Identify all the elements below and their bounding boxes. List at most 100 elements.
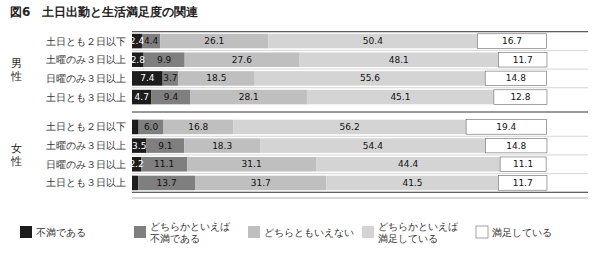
- bar-segment: [494, 90, 547, 105]
- data-label: 2.8: [131, 55, 146, 65]
- legend-swatch: [476, 226, 488, 238]
- data-label: 6.0: [144, 122, 159, 132]
- legend: 不満である どちらかといえば不満である どちらともいえない どちらかといえば満足してい…: [20, 221, 552, 244]
- data-label: 4.7: [135, 92, 149, 102]
- legend-swatch: [20, 226, 32, 238]
- bar-segment: [485, 71, 546, 86]
- top-border: [132, 31, 588, 32]
- legend-label: どちらかといえば不満である: [150, 221, 231, 244]
- y-tick-label: 土日とも３日以上: [46, 92, 126, 103]
- data-label: 11.7: [513, 55, 533, 65]
- data-label: 18.5: [206, 73, 226, 83]
- bar-segment: [132, 176, 138, 191]
- data-label: 3.7: [163, 73, 177, 83]
- data-label: 11.1: [513, 159, 533, 169]
- data-label: 13.7: [157, 178, 177, 188]
- legend-swatch: [248, 226, 260, 238]
- bar-segment: [500, 157, 546, 172]
- data-label: 31.1: [242, 159, 262, 169]
- bar-segment: [326, 176, 498, 191]
- row-separator: [132, 173, 588, 174]
- data-label: 28.1: [239, 92, 259, 102]
- bar-segment: [498, 176, 547, 191]
- bar-segment: [144, 52, 185, 67]
- y-tick-label: 土曜のみ３日以上: [46, 140, 126, 151]
- group-separator: [132, 112, 588, 113]
- data-label: 16.7: [502, 36, 522, 46]
- bar-segment: [185, 52, 299, 67]
- data-label: 2.2: [129, 159, 143, 169]
- bar-segment: [132, 71, 163, 86]
- row-separator: [132, 87, 588, 88]
- data-label: 14.8: [506, 73, 526, 83]
- y-tick-label: 土曜のみ３日以上: [46, 54, 126, 65]
- y-tick-label: 日曜のみ３日以上: [46, 73, 126, 84]
- data-label: 11.1: [154, 159, 174, 169]
- bar-segment: [151, 90, 190, 105]
- data-label: 31.7: [251, 178, 271, 188]
- chart: 図6 土日出勤と生活満足度の関連2.44.426.150.416.72.89.9…: [0, 0, 600, 262]
- row-separator: [132, 136, 588, 137]
- bar-segment: [178, 71, 255, 86]
- data-label: 3.5: [132, 141, 146, 151]
- legend-label: どちらともいえない: [264, 227, 354, 238]
- data-label: 9.4: [164, 92, 179, 102]
- data-label: 9.1: [158, 141, 172, 151]
- data-label: 2.4: [130, 36, 145, 46]
- data-label: 11.7: [513, 178, 533, 188]
- title: 図6 土日出勤と生活満足度の関連: [10, 5, 199, 19]
- data-label: 44.4: [398, 159, 418, 169]
- data-label: 56.2: [340, 122, 360, 132]
- legend-label: 満足している: [492, 227, 552, 238]
- row-separator: [132, 69, 588, 70]
- bar-segment: [164, 120, 234, 135]
- group-label: 女性: [10, 142, 22, 168]
- bar-segment: [132, 120, 139, 135]
- bar-segment: [147, 138, 185, 153]
- bar-segment: [299, 52, 498, 67]
- legend-label: 不満である: [36, 227, 86, 238]
- row-separator: [132, 154, 588, 155]
- data-label: 45.1: [390, 92, 410, 102]
- data-label: 27.6: [232, 55, 252, 65]
- bar-segment: [163, 71, 178, 86]
- bar-segment: [260, 138, 486, 153]
- bar-segment: [477, 34, 546, 49]
- row-separator: [132, 50, 588, 51]
- bar-segment: [184, 138, 260, 153]
- y-tick-label: 土日とも２日以下: [46, 36, 126, 47]
- data-label: 9.9: [157, 55, 172, 65]
- data-label: 26.1: [204, 36, 224, 46]
- bar-segment: [307, 90, 494, 105]
- data-label: 55.6: [360, 73, 380, 83]
- data-label: 19.4: [496, 122, 516, 132]
- bar-segment: [268, 34, 477, 49]
- bar-segment: [466, 120, 546, 135]
- y-tick-label: 土日とも２日以下: [46, 121, 126, 132]
- data-label: 12.8: [510, 92, 530, 102]
- bar-segment: [255, 71, 485, 86]
- data-label: 18.3: [212, 141, 232, 151]
- x-axis-line: [132, 198, 588, 199]
- data-label: 48.1: [389, 55, 409, 65]
- legend-swatch: [134, 226, 146, 238]
- data-label: 54.4: [363, 141, 383, 151]
- bottom-border: [132, 192, 588, 193]
- bar-segment: [138, 176, 195, 191]
- y-tick-label: 土日とも３日以上: [46, 177, 126, 188]
- bar-segment: [160, 34, 268, 49]
- bar-segment: [187, 157, 316, 172]
- bar-segment: [190, 90, 306, 105]
- bar-segment: [316, 157, 500, 172]
- legend-label: どちらかといえば満足している: [378, 221, 459, 244]
- bar-segment: [141, 157, 187, 172]
- bar-segment: [132, 138, 147, 153]
- bar-segment: [132, 90, 151, 105]
- data-label: 41.5: [402, 178, 422, 188]
- data-label: 7.4: [140, 73, 155, 83]
- bar-segment: [139, 120, 164, 135]
- separators: [132, 32, 588, 193]
- bar-segment: [486, 138, 547, 153]
- group-label: 男性: [10, 56, 22, 82]
- legend-swatch: [362, 226, 374, 238]
